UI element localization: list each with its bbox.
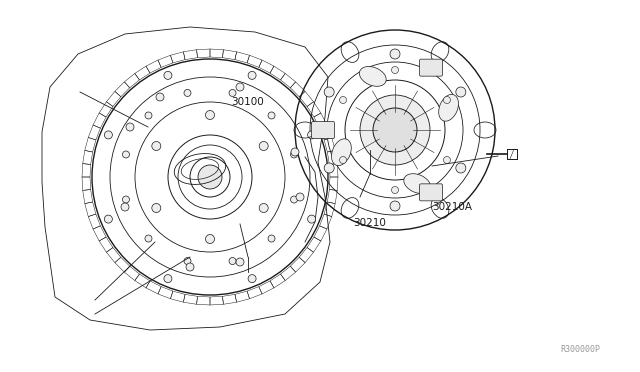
Circle shape <box>122 151 129 158</box>
Circle shape <box>456 163 466 173</box>
Circle shape <box>236 258 244 266</box>
Circle shape <box>145 235 152 242</box>
Circle shape <box>236 83 244 91</box>
Circle shape <box>152 141 161 151</box>
Circle shape <box>340 157 346 164</box>
Circle shape <box>456 87 466 97</box>
Circle shape <box>268 112 275 119</box>
Circle shape <box>360 95 430 165</box>
Circle shape <box>205 234 214 244</box>
Circle shape <box>184 89 191 96</box>
Circle shape <box>198 165 222 189</box>
Circle shape <box>308 131 316 139</box>
Ellipse shape <box>438 94 458 121</box>
Circle shape <box>184 257 191 264</box>
Ellipse shape <box>404 174 431 193</box>
Circle shape <box>145 112 152 119</box>
Circle shape <box>340 96 346 103</box>
Text: 30210: 30210 <box>353 218 387 228</box>
Circle shape <box>164 275 172 283</box>
Ellipse shape <box>332 139 351 166</box>
Circle shape <box>248 275 256 283</box>
Circle shape <box>296 193 304 201</box>
Circle shape <box>259 141 268 151</box>
Circle shape <box>390 201 400 211</box>
Circle shape <box>186 263 194 271</box>
Circle shape <box>324 87 334 97</box>
Circle shape <box>324 163 334 173</box>
FancyBboxPatch shape <box>312 122 335 138</box>
Circle shape <box>444 157 451 164</box>
Circle shape <box>205 110 214 119</box>
Circle shape <box>104 215 113 223</box>
Circle shape <box>229 89 236 96</box>
Circle shape <box>152 203 161 212</box>
Circle shape <box>291 151 298 158</box>
Circle shape <box>390 49 400 59</box>
Circle shape <box>121 203 129 211</box>
Circle shape <box>268 235 275 242</box>
Circle shape <box>392 67 399 74</box>
Circle shape <box>248 71 256 79</box>
Text: 30210A: 30210A <box>432 202 472 212</box>
Circle shape <box>373 108 417 152</box>
Circle shape <box>156 93 164 101</box>
Circle shape <box>259 203 268 212</box>
Circle shape <box>444 96 451 103</box>
Circle shape <box>291 196 298 203</box>
Circle shape <box>122 196 129 203</box>
Text: R300000P: R300000P <box>560 345 600 354</box>
Circle shape <box>291 148 299 156</box>
Ellipse shape <box>360 67 386 86</box>
Circle shape <box>104 131 113 139</box>
Circle shape <box>308 215 316 223</box>
Text: 30100: 30100 <box>232 97 264 107</box>
FancyBboxPatch shape <box>419 184 442 201</box>
Circle shape <box>229 257 236 264</box>
FancyBboxPatch shape <box>419 59 442 76</box>
Circle shape <box>164 71 172 79</box>
Circle shape <box>392 186 399 193</box>
Circle shape <box>126 123 134 131</box>
